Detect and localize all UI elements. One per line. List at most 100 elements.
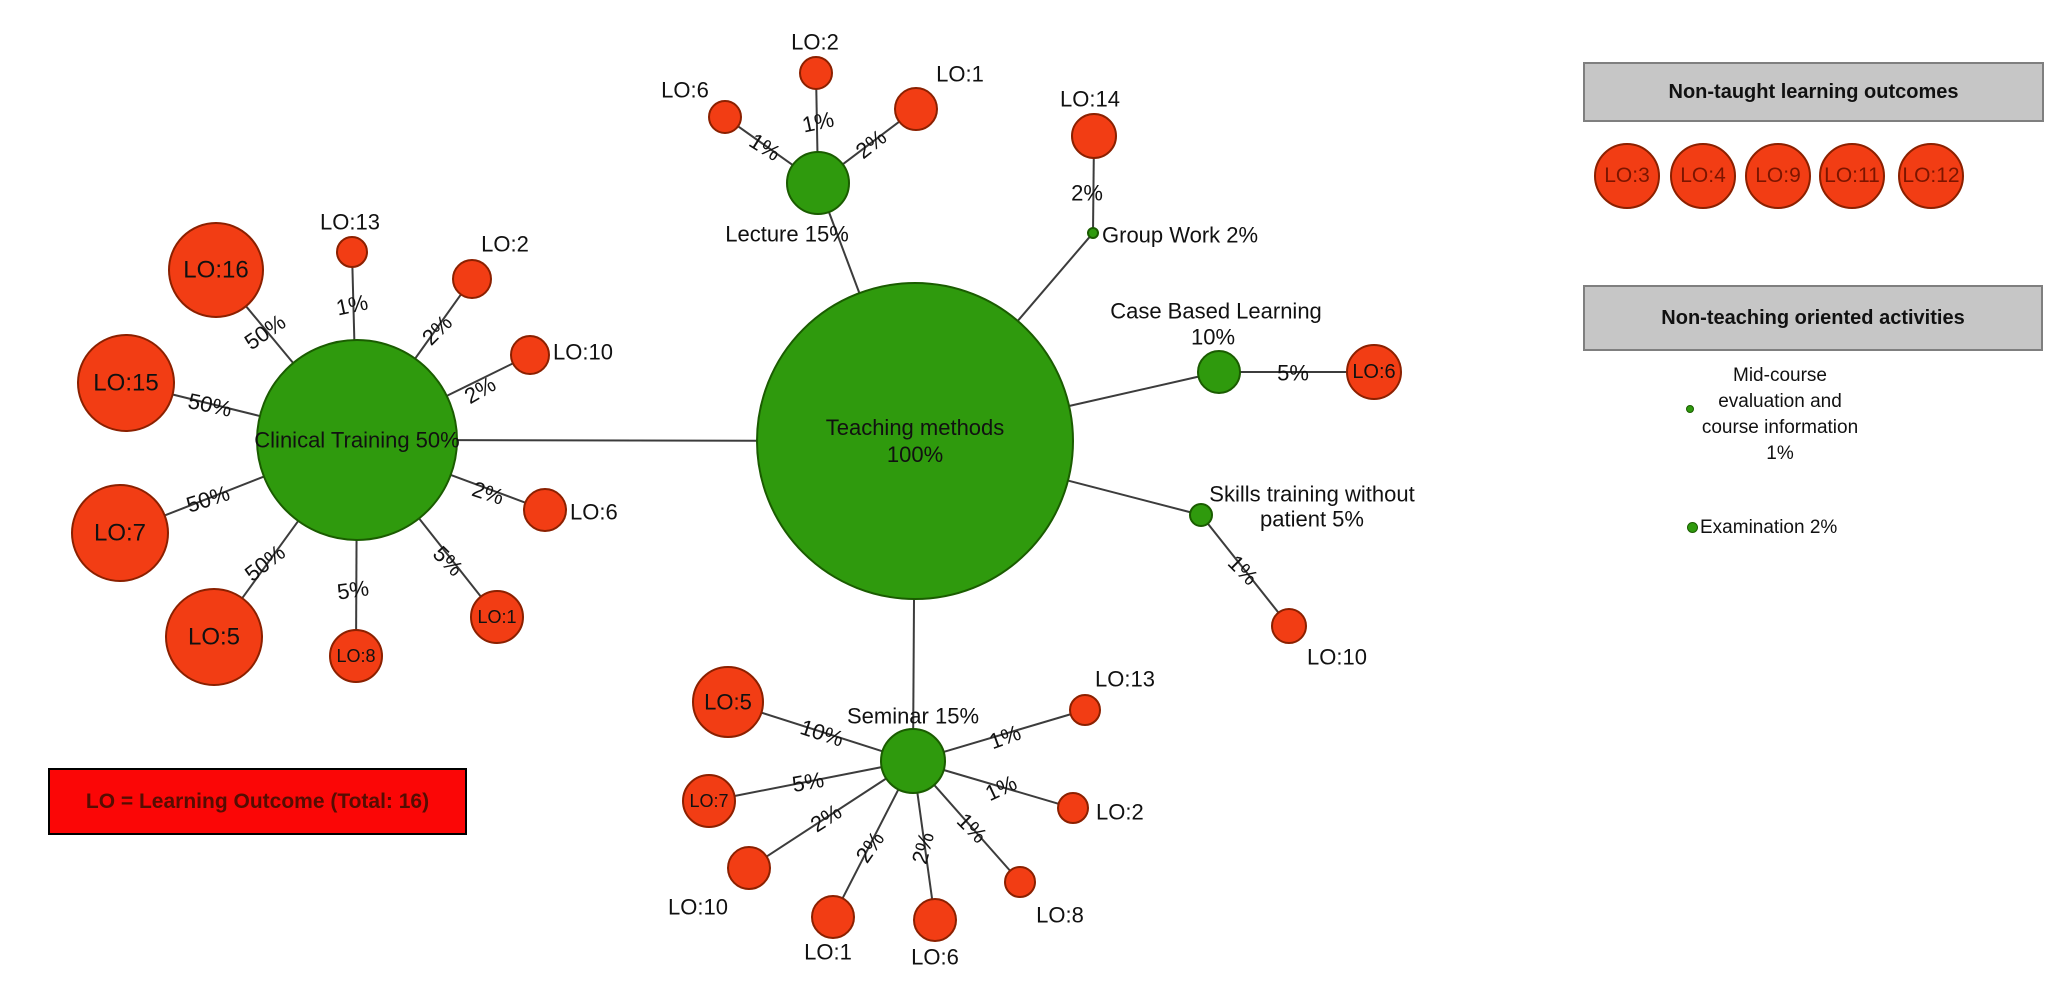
node-lo5-seminar-label: LO:5 <box>704 690 752 715</box>
node-label: LO:6 <box>911 945 959 970</box>
edge-percent-label-sem-m2: 1% <box>981 770 1020 806</box>
node-lo7-seminar-label: LO:7 <box>689 791 728 811</box>
edge-percent-label-sem-m13: 1% <box>986 720 1024 754</box>
node-skills-training <box>1189 503 1213 527</box>
node-lo10-clinical <box>510 335 550 375</box>
edge-percent-label-ct-c6: 2% <box>469 476 507 510</box>
legend-circle-lo4: LO:4 <box>1670 143 1736 209</box>
midcourse-line: 1% <box>1766 443 1794 464</box>
node-label: LO:2 <box>1096 800 1144 825</box>
edge-sem-m7 <box>734 766 882 797</box>
node-lo2-clinical <box>452 259 492 299</box>
node-lo8-clinical <box>329 629 383 683</box>
edge-ct-c16 <box>245 305 294 364</box>
node-lo16-clinical <box>168 222 264 318</box>
edge-percent-label-gw-g14: 2% <box>1071 181 1103 206</box>
node-label: Seminar 15% <box>847 704 979 729</box>
edge-gw-g14 <box>1092 157 1095 229</box>
edge-percent-label-ct-c2: 2% <box>417 310 457 350</box>
edge-percent-label-sem-m1: 2% <box>851 827 890 867</box>
node-lo15-clinical <box>77 334 175 432</box>
node-label: LO:13 <box>1095 667 1155 692</box>
edge-ct-c7 <box>164 475 265 517</box>
node-lo14-groupwork <box>1071 113 1117 159</box>
node-label: LO:1 <box>804 940 852 965</box>
node-lo6-casebased-label: LO:6 <box>1352 361 1395 383</box>
node-lo13-seminar <box>1069 694 1101 726</box>
node-lecture <box>786 151 850 215</box>
edge-ct-c5 <box>241 520 300 599</box>
lo-definition-note-box: LO = Learning Outcome (Total: 16) <box>48 768 467 835</box>
edge-percent-label-ct-c1: 5% <box>428 541 468 581</box>
edge-sem-m8 <box>933 784 1011 872</box>
node-teaching-methods-label: Teaching methods 100% <box>826 415 1005 467</box>
edge-sem-m6 <box>916 792 934 900</box>
edge-skl-tm <box>1067 479 1191 514</box>
edge-ct-c6 <box>450 473 526 504</box>
edge-ct-c10 <box>446 362 514 397</box>
edge-percent-label-ct-c7: 50% <box>183 480 233 517</box>
legend-non-teaching-header: Non-teaching oriented activities <box>1583 285 2043 351</box>
edge-percent-label-cbl-b6: 5% <box>1277 361 1309 386</box>
node-label: LO:14 <box>1060 87 1120 112</box>
node-teaching-methods <box>756 282 1074 600</box>
edge-gw-tm <box>1016 236 1091 322</box>
node-clinical-training-label: Clinical Training 50% <box>254 428 459 453</box>
legend-circle-lo12: LO:12 <box>1898 143 1964 209</box>
node-label: LO:8 <box>1036 903 1084 928</box>
node-group-work <box>1087 227 1099 239</box>
node-label: LO:2 <box>791 30 839 55</box>
node-label: Case Based Learning <box>1110 299 1322 324</box>
edge-cbl-tm <box>1068 375 1199 408</box>
edge-percent-label-lec-l1: 2% <box>851 124 891 163</box>
edge-lec-tm <box>827 211 861 294</box>
edge-percent-label-sem-m10: 2% <box>806 799 846 837</box>
node-label: Skills training without <box>1209 482 1414 507</box>
legend-circle-lo9: LO:9 <box>1745 143 1811 209</box>
examination-activity-label: Examination 2% <box>1700 517 1838 538</box>
edge-ct-c15 <box>172 393 261 418</box>
edge-ct-tm <box>456 439 758 442</box>
examination-dot <box>1687 522 1698 533</box>
legend-circle-lo11: LO:11 <box>1819 143 1885 209</box>
node-lo7-clinical-label: LO:7 <box>94 520 146 547</box>
node-lo5-seminar <box>692 666 764 738</box>
node-label: Lecture 15% <box>725 222 849 247</box>
node-lo2-seminar <box>1057 792 1089 824</box>
edge-skl-s10 <box>1207 522 1280 614</box>
edge-percent-label-ct-c13: 1% <box>334 289 370 320</box>
node-label: LO:13 <box>320 210 380 235</box>
node-label: LO:10 <box>553 340 613 365</box>
midcourse-activity-label: Mid-course evaluation and course informa… <box>1650 363 1910 467</box>
node-lo1-seminar <box>811 895 855 939</box>
node-seminar <box>880 728 946 794</box>
node-label: LO:2 <box>481 232 529 257</box>
edge-sem-tm <box>912 598 916 730</box>
node-lo1-clinical <box>470 590 524 644</box>
edge-percent-label-lec-l2: 1% <box>800 106 836 137</box>
node-lo5-clinical <box>165 588 263 686</box>
midcourse-line: Mid-course <box>1733 365 1827 386</box>
node-lo5-clinical-label: LO:5 <box>188 624 240 651</box>
edge-lec-l6 <box>737 125 794 166</box>
node-lo7-seminar <box>682 774 736 828</box>
edge-sem-m1 <box>841 789 900 899</box>
node-lo10-skills <box>1271 608 1307 644</box>
node-label: LO:6 <box>661 78 709 103</box>
edge-sem-m5 <box>761 711 883 753</box>
edge-lec-l2 <box>815 88 819 153</box>
edge-percent-label-sem-m5: 10% <box>797 714 847 751</box>
midcourse-line: evaluation and <box>1718 391 1842 412</box>
edge-ct-c1 <box>418 517 482 598</box>
node-clinical-training <box>256 339 458 541</box>
midcourse-line: course information <box>1701 417 1859 438</box>
node-label: LO:10 <box>1307 645 1367 670</box>
edge-percent-label-sem-m6: 2% <box>907 829 939 866</box>
node-lo1-lecture <box>894 87 938 131</box>
node-lo6-lecture <box>708 100 742 134</box>
node-lo2-lecture <box>799 56 833 90</box>
node-lo15-clinical-label: LO:15 <box>93 370 158 397</box>
edge-ct-c2 <box>414 293 462 360</box>
edge-percent-label-ct-c10: 2% <box>460 371 500 409</box>
node-label: Group Work 2% <box>1102 223 1258 248</box>
